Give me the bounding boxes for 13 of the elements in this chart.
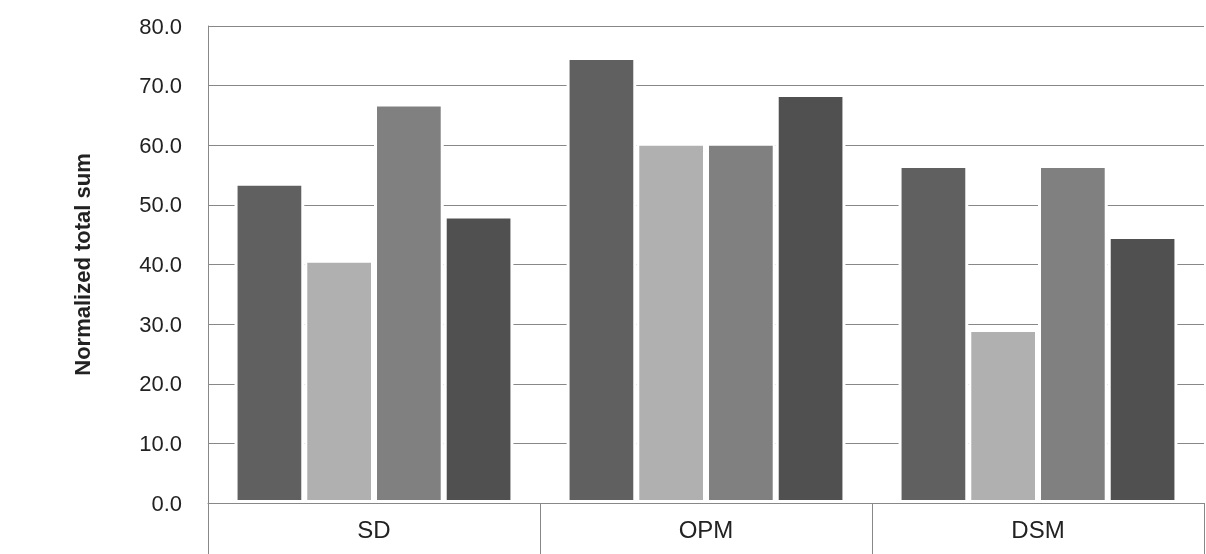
y-tick-label: 20.0 — [139, 371, 182, 397]
y-tick-label: 0.0 — [151, 490, 182, 516]
x-tick-label: OPM — [678, 515, 734, 543]
y-tick-label: 50.0 — [139, 192, 182, 218]
x-tick-label: DSM — [1011, 515, 1065, 543]
y-axis-title: Normalized total sum — [69, 153, 95, 376]
y-tick-label: 70.0 — [139, 73, 182, 99]
x-tick-label: SD — [357, 515, 391, 543]
y-tick-label: 60.0 — [139, 132, 182, 158]
y-tick-label: 80.0 — [139, 13, 182, 39]
y-tick-label: 10.0 — [139, 430, 182, 456]
y-tick-label: 30.0 — [139, 311, 182, 337]
y-tick-label: 40.0 — [139, 252, 182, 277]
